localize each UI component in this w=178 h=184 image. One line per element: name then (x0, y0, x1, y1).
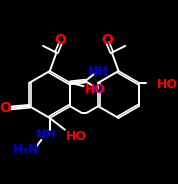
Text: HO: HO (157, 78, 178, 91)
Text: HO: HO (85, 83, 106, 96)
Text: O: O (102, 33, 114, 47)
Text: NH: NH (36, 128, 57, 141)
Text: O: O (0, 101, 11, 115)
Text: H₂N: H₂N (13, 143, 39, 156)
Text: N: N (92, 83, 102, 96)
Text: O: O (55, 33, 67, 47)
Text: HO: HO (66, 130, 87, 143)
Text: NH: NH (88, 65, 109, 77)
